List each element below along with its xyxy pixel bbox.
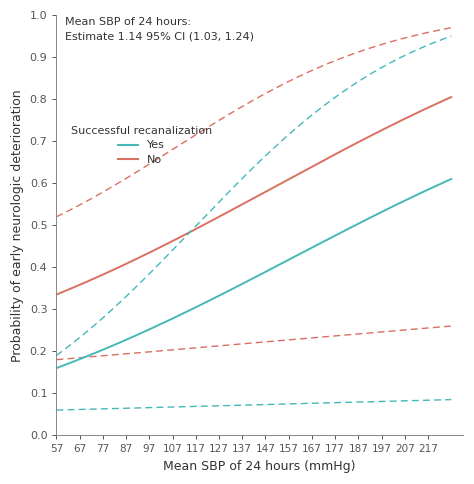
X-axis label: Mean SBP of 24 hours (mmHg): Mean SBP of 24 hours (mmHg) xyxy=(164,460,356,473)
Y-axis label: Probability of early neurologic deterioration: Probability of early neurologic deterior… xyxy=(11,89,24,362)
Text: Mean SBP of 24 hours:
Estimate 1.14 95% CI (1.03, 1.24): Mean SBP of 24 hours: Estimate 1.14 95% … xyxy=(64,17,254,41)
Legend: Yes, No: Yes, No xyxy=(66,121,216,169)
